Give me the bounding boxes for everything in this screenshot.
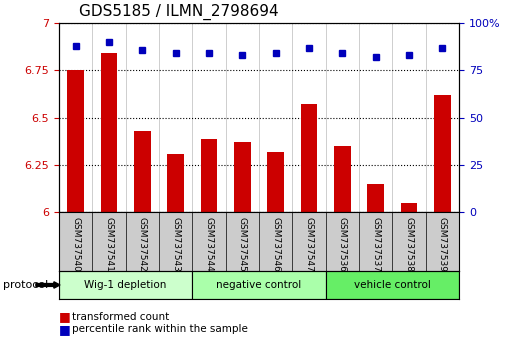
Text: GSM737544: GSM737544 [205, 217, 213, 272]
Text: GSM737545: GSM737545 [238, 217, 247, 272]
Text: GSM737543: GSM737543 [171, 217, 180, 272]
Bar [59, 271, 192, 299]
Bar [192, 271, 326, 299]
Bar [201, 138, 218, 212]
Text: GSM737539: GSM737539 [438, 217, 447, 272]
Bar [301, 104, 318, 212]
Text: GSM737537: GSM737537 [371, 217, 380, 272]
Text: protocol: protocol [3, 280, 48, 290]
Text: Wig-1 depletion: Wig-1 depletion [85, 280, 167, 290]
Bar [401, 203, 418, 212]
Bar [101, 53, 117, 212]
Bar [267, 152, 284, 212]
Bar [367, 184, 384, 212]
Text: negative control: negative control [216, 280, 302, 290]
Text: GSM737546: GSM737546 [271, 217, 280, 272]
Text: GSM737541: GSM737541 [105, 217, 113, 272]
Text: GSM737538: GSM737538 [405, 217, 413, 272]
Bar [334, 146, 351, 212]
Text: GDS5185 / ILMN_2798694: GDS5185 / ILMN_2798694 [79, 4, 279, 20]
Bar [67, 70, 84, 212]
Bar [434, 95, 451, 212]
Text: GSM737542: GSM737542 [138, 217, 147, 272]
Text: percentile rank within the sample: percentile rank within the sample [72, 324, 248, 334]
Text: transformed count: transformed count [72, 312, 169, 322]
Text: GSM737540: GSM737540 [71, 217, 80, 272]
Text: GSM737536: GSM737536 [338, 217, 347, 272]
Text: ■: ■ [59, 310, 71, 323]
Bar [134, 131, 151, 212]
Bar [167, 154, 184, 212]
Text: GSM737547: GSM737547 [305, 217, 313, 272]
Bar [326, 271, 459, 299]
Text: ■: ■ [59, 323, 71, 336]
Bar [234, 142, 251, 212]
Text: vehicle control: vehicle control [354, 280, 431, 290]
